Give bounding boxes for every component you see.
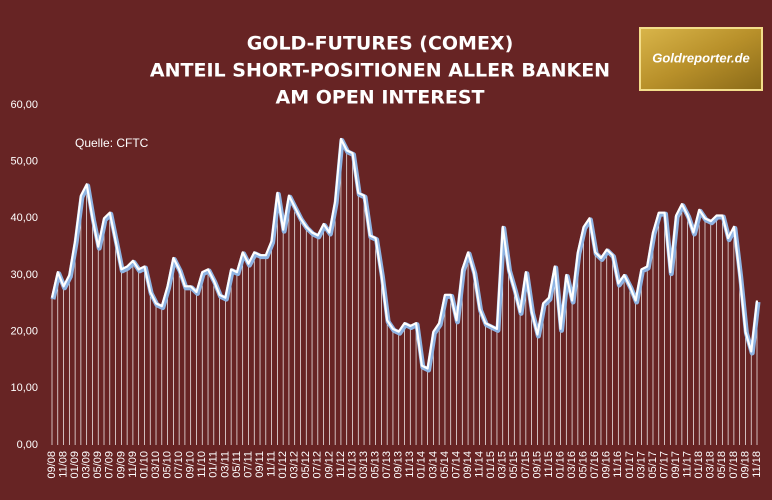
x-tick-label: 01/17: [624, 451, 636, 479]
x-tick-label: 05/13: [370, 451, 382, 479]
x-tick-label: 07/09: [104, 451, 116, 479]
x-tick-label: 01/16: [554, 451, 566, 479]
x-tick-label: 01/10: [138, 451, 150, 479]
y-tick-label: 60,00: [10, 99, 38, 111]
x-tick-label: 03/10: [150, 451, 162, 479]
x-tick-label: 09/10: [185, 451, 197, 479]
x-tick-label: 09/17: [670, 451, 682, 479]
x-tick-label: 05/12: [300, 451, 312, 479]
x-tick-label: 03/16: [566, 451, 578, 479]
x-tick-label: 05/17: [647, 451, 659, 479]
x-tick-label: 07/16: [589, 451, 601, 479]
x-tick-label: 03/09: [81, 451, 93, 479]
x-tick-label: 05/10: [161, 451, 173, 479]
x-tick-label: 07/15: [520, 451, 532, 479]
x-tick-label: 09/08: [46, 451, 58, 479]
x-tick-label: 11/16: [612, 451, 624, 478]
x-tick-label: 09/15: [531, 451, 543, 479]
x-tick-label: 07/17: [658, 451, 670, 479]
x-tick-label: 09/09: [115, 451, 127, 479]
x-tick-label: 09/14: [462, 451, 474, 479]
x-tick-label: 11/13: [404, 451, 416, 478]
x-tick-label: 01/14: [416, 451, 428, 479]
x-tick-label: 01/12: [277, 451, 289, 479]
chart-title: AM OPEN INTEREST: [276, 87, 485, 109]
x-tick-label: 05/09: [92, 451, 104, 479]
y-tick-label: 10,00: [10, 382, 38, 394]
x-tick-label: 07/12: [312, 451, 324, 479]
logo-box: [639, 27, 763, 91]
x-tick-label: 11/08: [57, 451, 69, 478]
line: [50, 137, 759, 370]
x-tick-label: 05/15: [508, 451, 520, 479]
x-tick-label: 03/17: [635, 451, 647, 479]
x-tick-label: 01/18: [693, 451, 705, 479]
y-tick-label: 0,00: [17, 439, 38, 451]
x-tick-label: 03/12: [289, 451, 301, 479]
y-tick-label: 50,00: [10, 156, 38, 168]
y-tick-label: 40,00: [10, 212, 38, 224]
x-tick-label: 03/15: [497, 451, 509, 479]
x-tick-label: 01/15: [485, 451, 497, 479]
x-tick-label: 01/13: [346, 451, 358, 479]
x-tick-label: 03/14: [427, 451, 439, 479]
x-tick-label: 11/14: [474, 451, 486, 478]
x-tick-label: 03/13: [358, 451, 370, 479]
x-tick-label: 07/10: [173, 451, 185, 479]
x-tick-label: 11/18: [751, 451, 763, 478]
x-tick-label: 09/11: [254, 451, 266, 478]
x-tick-label: 07/18: [728, 451, 740, 479]
x-tick-label: 03/11: [219, 451, 231, 478]
x-tick-label: 07/13: [381, 451, 393, 479]
x-tick-label: 01/11: [208, 451, 220, 478]
x-tick-label: 05/14: [439, 451, 451, 479]
x-tick-label: 11/17: [682, 451, 694, 478]
x-tick-label: 11/10: [196, 451, 208, 478]
x-tick-label: 03/18: [705, 451, 717, 479]
y-tick-label: 20,00: [10, 326, 38, 338]
x-tick-label: 11/09: [127, 451, 139, 478]
x-tick-label: 09/18: [739, 451, 751, 479]
chart-title: GOLD-FUTURES (COMEX): [247, 33, 514, 55]
x-tick-label: 09/13: [393, 451, 405, 479]
x-tick-label: 07/11: [242, 451, 254, 478]
x-tick-label: 07/14: [450, 451, 462, 479]
logo-text: Goldreporter.de: [652, 50, 750, 65]
x-tick-label: 05/18: [716, 451, 728, 479]
x-tick-label: 11/11: [265, 451, 277, 477]
x-tick-label: 11/15: [543, 451, 555, 478]
x-tick-label: 09/12: [323, 451, 335, 479]
y-tick-label: 30,00: [10, 269, 38, 281]
x-tick-label: 01/09: [69, 451, 81, 479]
x-tick-label: 09/16: [601, 451, 613, 479]
chart-title: ANTEIL SHORT-POSITIONEN ALLER BANKEN: [150, 60, 610, 82]
x-tick-label: 11/12: [335, 451, 347, 478]
x-tick-label: 05/11: [231, 451, 243, 478]
source-note: Quelle: CFTC: [75, 136, 149, 150]
x-tick-label: 05/16: [578, 451, 590, 479]
